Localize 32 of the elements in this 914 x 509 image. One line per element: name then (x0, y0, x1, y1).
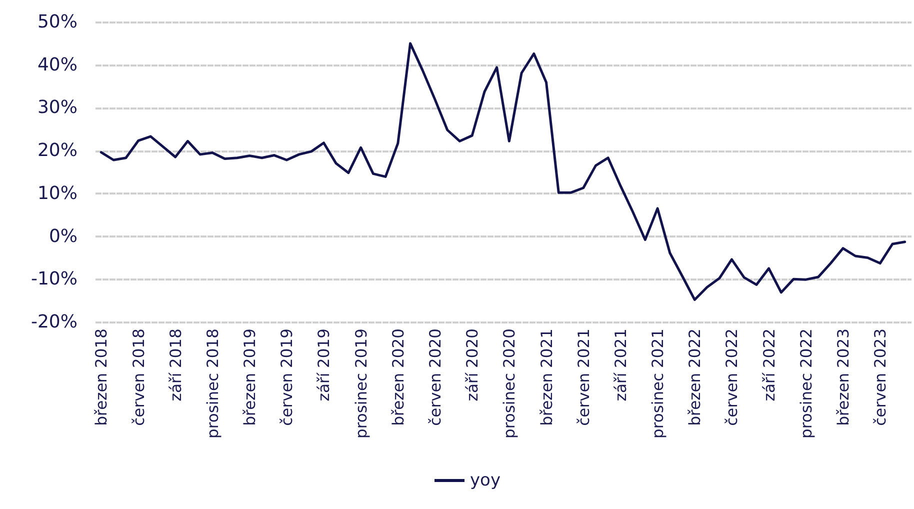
x-tick-label: březen 2023 (834, 328, 852, 426)
x-tick-label: prosinec 2020 (500, 328, 519, 438)
y-tick-label: -10% (30, 268, 78, 290)
line-series (100, 42, 906, 301)
y-tick-label: -20% (30, 312, 78, 332)
y-tick-label: 40% (37, 54, 78, 76)
x-tick-label: září 2019 (315, 328, 334, 402)
x-tick-label: září 2021 (612, 328, 630, 402)
y-tick-label: 30% (37, 97, 78, 118)
x-tick-label: prosinec 2022 (797, 328, 816, 438)
x-tick-label: březen 2019 (241, 328, 260, 426)
x-tick-label: červen 2021 (574, 328, 593, 426)
x-tick-label: červen 2019 (278, 328, 296, 426)
x-tick-label: prosinec 2018 (204, 328, 222, 438)
x-tick-label: září 2022 (760, 328, 778, 402)
x-tick-label: červen 2022 (723, 328, 742, 426)
x-tick-label: březen 2021 (538, 328, 556, 426)
y-tick-label: 20% (37, 140, 78, 162)
x-tick-label: září 2020 (464, 328, 482, 402)
x-tick-label: červen 2020 (426, 328, 444, 426)
y-tick-label: 0% (48, 226, 78, 247)
x-tick-label: červen 2018 (130, 328, 148, 426)
legend-label: yoy (470, 470, 501, 490)
y-tick-label: 10% (37, 182, 78, 204)
x-tick-label: prosinec 2019 (352, 328, 370, 438)
x-tick-label: září 2018 (166, 328, 185, 402)
y-tick-label: 50% (37, 12, 78, 32)
x-tick-label: březen 2018 (92, 328, 111, 426)
x-tick-label: březen 2022 (686, 328, 704, 426)
x-tick-label: červen 2023 (872, 328, 890, 426)
x-tick-label: prosinec 2021 (649, 328, 668, 438)
x-tick-label: březen 2020 (389, 328, 408, 426)
